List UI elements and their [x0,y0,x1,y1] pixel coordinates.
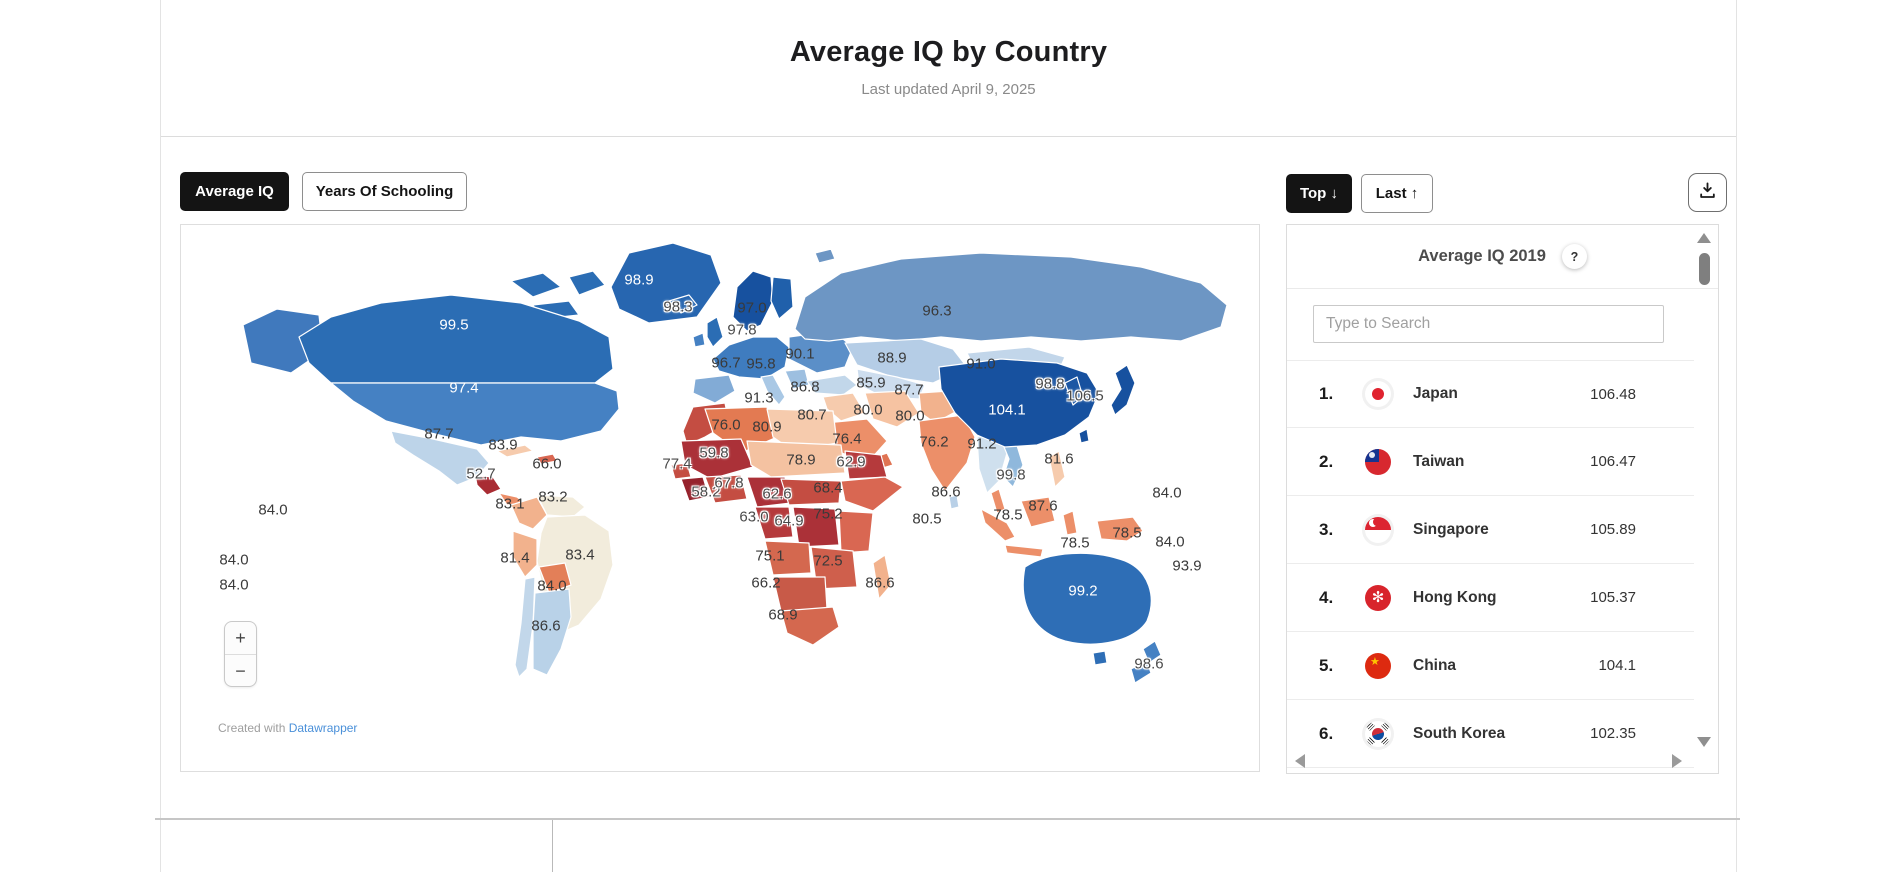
sort-last-button[interactable]: Last ↑ [1361,174,1433,213]
tab-years-of-schooling[interactable]: Years Of Schooling [302,172,467,211]
ranking-panel: Average IQ 2019 ? 1.Japan106.482.Taiwan1… [1286,224,1719,774]
panel-title: Average IQ 2019 [1418,247,1546,265]
ranking-row[interactable]: 1. Japan 106.48 [1287,360,1694,428]
ranking-row[interactable]: 4. ✻ Hong Kong 105.37 [1287,564,1694,632]
title-bar: Average IQ by Country Last updated April… [161,0,1736,137]
country-value: 105.89 [1590,521,1636,538]
country-value: 106.47 [1590,453,1636,470]
rank-number: 2. [1319,451,1334,471]
bottom-divider [155,818,1740,820]
taiwan-flag-icon [1365,448,1391,475]
country-value: 106.48 [1590,385,1636,403]
rank-number: 6. [1319,723,1334,743]
zoom-in-button[interactable]: + [225,622,256,655]
ranking-list: 1. Japan 106.48 2. Taiwan 106.47 3. Singapore 10… [1287,360,1694,768]
japan-flag-icon [1365,381,1391,407]
country-name: Japan [1413,385,1458,402]
sort-top-button[interactable]: Top ↓ [1286,174,1352,213]
tab-average-iq[interactable]: Average IQ [180,172,289,211]
country-value: 102.35 [1590,725,1636,742]
scroll-right-arrow[interactable] [1672,754,1682,768]
map-panel: 98.9 98.3 99.5 96.3 97.0 97.8 97.4 90.1 96.7 95.8… [180,224,1260,772]
embed-frame: Average IQ by Country Last updated April… [160,0,1737,818]
rank-number: 4. [1319,587,1334,607]
china-flag-icon: ★ [1365,652,1391,679]
ranking-row[interactable]: 6. South Korea 102.35 [1287,700,1694,768]
panel-header: Average IQ 2019 ? [1287,225,1718,289]
ranking-row[interactable]: 2. Taiwan 106.47 [1287,428,1694,496]
world-map-canvas[interactable] [181,225,1259,771]
ranking-row[interactable]: 3. Singapore 105.89 [1287,496,1694,564]
rank-number: 1. [1319,384,1334,403]
country-value: 105.37 [1590,589,1636,606]
rank-number: 3. [1319,519,1334,539]
help-button[interactable]: ? [1561,244,1587,269]
ranking-row[interactable]: 5. ★ China 104.1 [1287,632,1694,700]
country-name: South Korea [1413,724,1506,742]
country-name: Singapore [1413,520,1489,538]
country-name: Taiwan [1413,452,1465,470]
bottom-right-cell [554,820,1737,872]
page-subtitle: Last updated April 9, 2025 [861,81,1036,98]
singapore-flag-icon [1365,516,1391,543]
map-zoom-controls: + − [224,621,257,687]
datawrapper-link[interactable]: Datawrapper [288,721,358,735]
hongkong-flag-icon: ✻ [1365,584,1391,611]
scroll-down-arrow[interactable] [1697,737,1711,747]
download-button[interactable] [1688,173,1727,212]
scroll-up-arrow[interactable] [1697,233,1711,243]
download-icon [1698,181,1717,205]
rank-number: 5. [1319,655,1334,675]
country-name: Hong Kong [1413,588,1497,606]
scroll-left-arrow[interactable] [1295,754,1305,768]
vertical-scrollbar-thumb[interactable] [1699,253,1710,285]
country-value: 104.1 [1598,657,1636,674]
country-name: China [1413,656,1457,674]
page-title: Average IQ by Country [789,36,1108,68]
attribution: Created with Datawrapper [218,721,357,735]
bottom-left-cell [160,820,553,872]
search-input[interactable] [1313,305,1664,343]
attribution-text: Created with [218,721,286,735]
zoom-out-button[interactable]: − [235,661,246,681]
southkorea-flag-icon [1365,720,1391,747]
